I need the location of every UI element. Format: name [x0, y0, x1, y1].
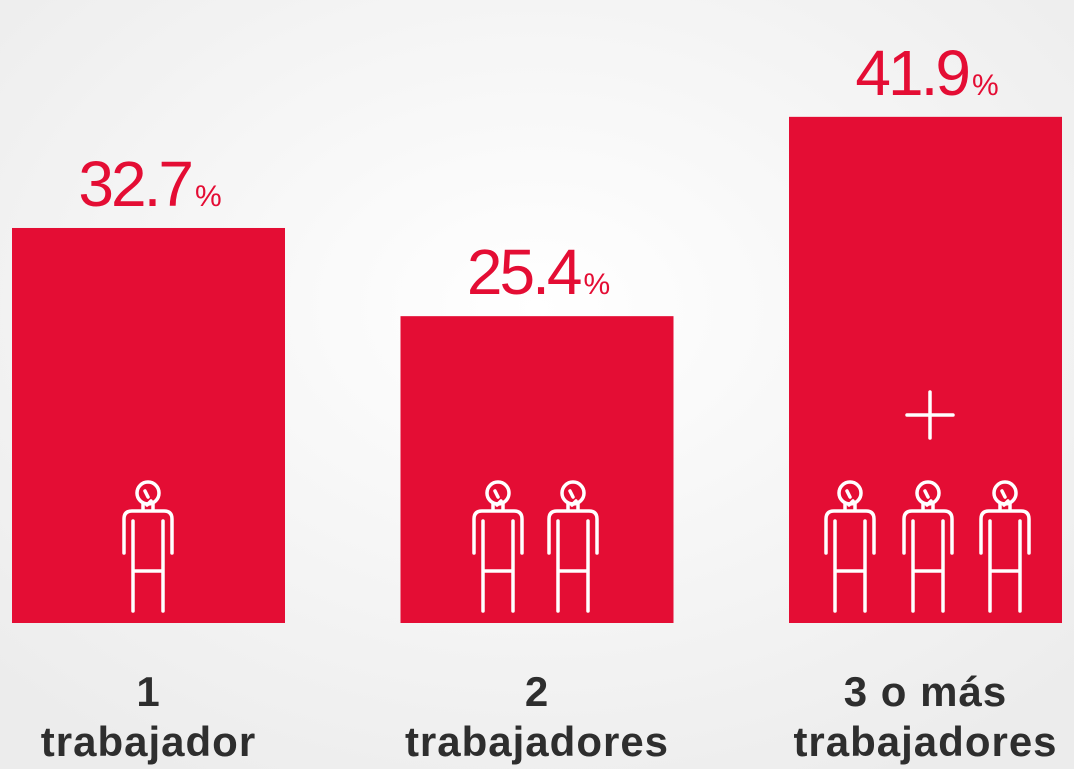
bar	[12, 227, 285, 623]
category-label: trabajador	[41, 718, 256, 765]
category-label: trabajadores	[405, 718, 669, 765]
value-label: 32.7%	[78, 148, 221, 220]
bar	[400, 316, 674, 623]
category-label: trabajadores	[793, 718, 1057, 765]
plus-icon	[905, 390, 955, 440]
category-label: 3 o más	[844, 668, 1007, 715]
value-label: 41.9%	[855, 37, 998, 109]
icons	[124, 390, 1029, 611]
value-label: 25.4%	[467, 236, 610, 308]
category-label: 2	[525, 668, 549, 715]
category-label: 1	[136, 668, 160, 715]
